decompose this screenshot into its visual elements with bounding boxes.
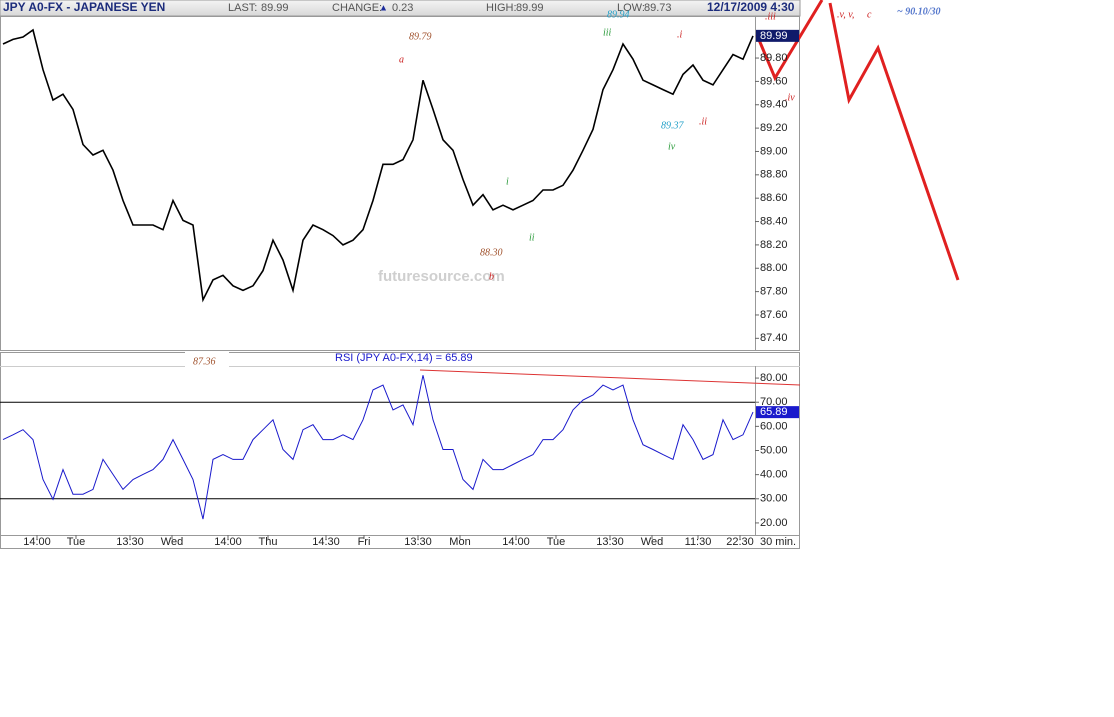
panel-title: RSI (JPY A0-FX,14) = 65.89 [335, 352, 473, 364]
y-tick-label: 87.40 [760, 332, 788, 344]
x-tick-label: Fri [358, 536, 371, 548]
last-value: 89.99 [261, 2, 289, 14]
projection-line [755, 0, 824, 82]
wave-label: 87.36 [193, 356, 216, 367]
y-tick-label: 30.00 [760, 493, 788, 505]
y-tick-label: 88.40 [760, 215, 788, 227]
wave-label: i [506, 176, 509, 187]
annotation-box [185, 352, 229, 372]
price-panel [0, 16, 800, 351]
rsi-trendline [419, 369, 801, 386]
symbol: JPY A0-FX - JAPANESE YEN [3, 0, 165, 14]
wave-label: a [399, 54, 404, 65]
wave-label: 88.30 [480, 247, 503, 258]
high-value: 89.99 [516, 2, 544, 14]
last-value-box [756, 29, 799, 42]
y-tick-label: 50.00 [760, 444, 788, 456]
x-axis-label: 30 min. [760, 536, 796, 548]
y-tick-label: 89.60 [760, 75, 788, 87]
last-value-box [756, 406, 799, 419]
watermark: futuresource.com [378, 268, 505, 285]
x-tick-label: 13:30 [596, 536, 624, 548]
datetime: 12/17/2009 4:30 [707, 0, 795, 14]
wave-label: c [867, 9, 872, 20]
x-tick-label: 11:30 [685, 536, 712, 548]
x-tick-label: 13:30 [404, 536, 432, 548]
last-value-label: 89.99 [760, 30, 788, 42]
low-label: LOW: [617, 2, 645, 14]
y-tick-label: 87.80 [760, 286, 788, 298]
y-tick-label: 60.00 [760, 420, 788, 432]
change-label: CHANGE: [332, 2, 382, 14]
y-tick-label: 88.80 [760, 169, 788, 181]
x-tick-label: 13:30 [116, 536, 144, 548]
y-tick-label: 20.00 [760, 517, 788, 529]
wave-label: .v, v, [837, 9, 854, 20]
wave-label: .ii [699, 116, 707, 127]
wave-label: .i [677, 29, 683, 40]
x-tick-label: Mon [449, 536, 470, 548]
series-line [2, 375, 754, 520]
wave-label: .iii [765, 11, 776, 22]
wave-label: 89.37 [661, 120, 685, 131]
y-tick-label: 87.60 [760, 309, 788, 321]
y-tick-label: 88.60 [760, 192, 788, 204]
x-tick-label: Wed [641, 536, 663, 548]
y-tick-label: 89.80 [760, 52, 788, 64]
wave-label: ~ 90.10/30 [897, 6, 940, 17]
y-tick-label: 89.20 [760, 122, 788, 134]
series-line [2, 28, 754, 303]
x-tick-label: Wed [161, 536, 183, 548]
change-arrow: ▲ [379, 2, 388, 12]
last-value-label: 65.89 [760, 406, 788, 418]
y-tick-label: 88.20 [760, 239, 788, 251]
rsi-panel [0, 352, 800, 549]
wave-label: .iv [785, 92, 795, 103]
wave-label: 89.79 [409, 31, 432, 42]
projection-line [828, 2, 960, 281]
wave-label: iii [603, 27, 612, 38]
y-tick-label: 89.40 [760, 99, 788, 111]
x-tick-label: Tue [547, 536, 566, 548]
change-value: 0.23 [392, 2, 413, 14]
x-tick-label: 14:30 [312, 536, 340, 548]
low-value: 89.73 [644, 2, 672, 14]
x-tick-label: 14:00 [23, 536, 51, 548]
x-tick-label: 14:00 [502, 536, 530, 548]
x-tick-label: Tue [67, 536, 86, 548]
wave-label: iv [668, 141, 676, 152]
y-tick-label: 88.00 [760, 262, 788, 274]
last-label: LAST: [228, 2, 257, 14]
y-tick-label: 80.00 [760, 372, 788, 384]
x-tick-label: 22:30 [726, 536, 754, 548]
wave-label: ii [529, 232, 535, 243]
high-label: HIGH: [486, 2, 517, 14]
x-tick-label: 14:00 [214, 536, 242, 548]
x-tick-label: Thu [259, 536, 278, 548]
wave-label: b [489, 271, 494, 282]
y-tick-label: 40.00 [760, 469, 788, 481]
y-tick-label: 70.00 [760, 396, 788, 408]
y-tick-label: 89.00 [760, 145, 788, 157]
wave-label: 89.94 [607, 9, 630, 20]
